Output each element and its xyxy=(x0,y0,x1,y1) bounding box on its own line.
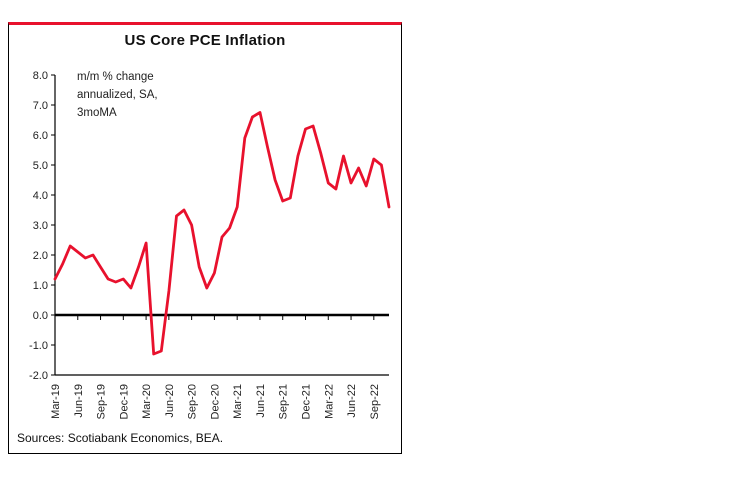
svg-text:Jun-19: Jun-19 xyxy=(73,384,85,418)
line-chart: 8.0 7.0 6.0 5.0 4.0 3.0 2.0 1.0 0.0 -1.0 -2.0Mar-1… xyxy=(29,70,391,419)
svg-text:-1.0: -1.0 xyxy=(29,340,48,352)
chart-card: US Core PCE Inflation 8.0 7.0 6.0 5.0 4.0 3.0… xyxy=(8,22,402,454)
svg-text:0.0: 0.0 xyxy=(33,310,48,322)
svg-text:8.0: 8.0 xyxy=(33,70,48,82)
svg-text:3.0: 3.0 xyxy=(33,220,48,232)
svg-text:2.0: 2.0 xyxy=(33,250,48,262)
svg-text:-2.0: -2.0 xyxy=(29,370,48,382)
sources-note: Sources: Scotiabank Economics, BEA. xyxy=(17,431,224,445)
pce-inflation-series xyxy=(53,111,391,356)
svg-text:Dec-20: Dec-20 xyxy=(209,384,221,419)
svg-text:Jun-21: Jun-21 xyxy=(255,384,267,418)
svg-text:Jun-22: Jun-22 xyxy=(346,384,358,418)
svg-text:annualized, SA,: annualized, SA, xyxy=(77,89,158,101)
svg-text:3moMA: 3moMA xyxy=(77,107,117,119)
svg-text:Sep-20: Sep-20 xyxy=(187,384,199,419)
svg-text:m/m % change: m/m % change xyxy=(77,71,154,83)
chart-title: US Core PCE Inflation xyxy=(124,32,286,49)
svg-text:7.0: 7.0 xyxy=(33,100,48,112)
svg-text:Mar-21: Mar-21 xyxy=(232,384,244,419)
svg-text:4.0: 4.0 xyxy=(33,190,48,202)
svg-text:Dec-19: Dec-19 xyxy=(118,384,130,419)
svg-text:Sep-19: Sep-19 xyxy=(96,384,108,419)
svg-text:Sep-21: Sep-21 xyxy=(278,384,290,419)
svg-text:Sep-22: Sep-22 xyxy=(369,384,381,419)
svg-text:Dec-21: Dec-21 xyxy=(301,384,313,419)
svg-text:5.0: 5.0 xyxy=(33,160,48,172)
svg-text:1.0: 1.0 xyxy=(33,280,48,292)
svg-text:Mar-22: Mar-22 xyxy=(323,384,335,419)
svg-text:Mar-20: Mar-20 xyxy=(141,384,153,419)
svg-text:Jun-20: Jun-20 xyxy=(164,384,176,418)
svg-text:Mar-19: Mar-19 xyxy=(50,384,62,419)
svg-text:6.0: 6.0 xyxy=(33,130,48,142)
